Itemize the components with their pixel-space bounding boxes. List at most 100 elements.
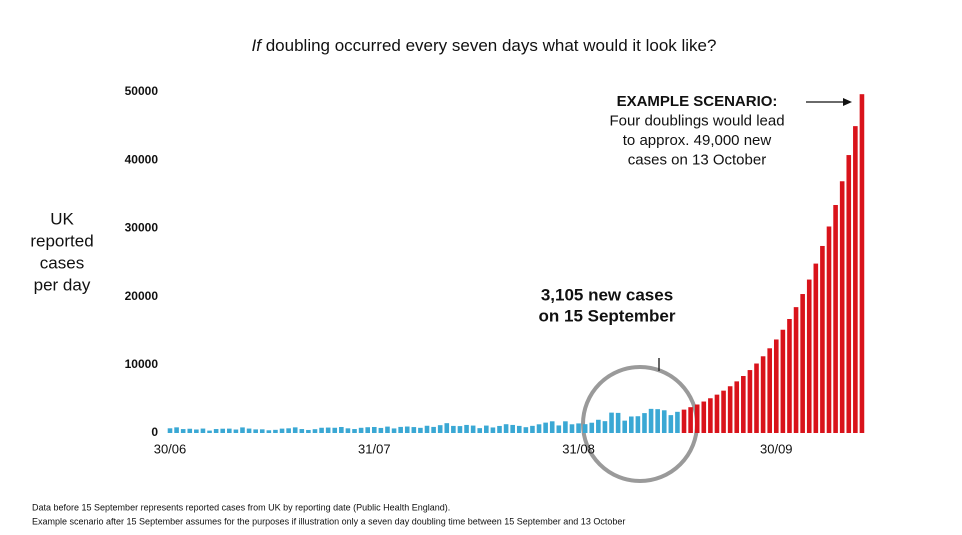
bar — [200, 428, 206, 433]
bar — [385, 426, 390, 433]
bar — [266, 430, 272, 433]
y-tick-label: 50000 — [125, 84, 159, 98]
bar — [292, 427, 298, 433]
bar — [312, 429, 318, 433]
bar — [523, 427, 529, 433]
bar — [773, 339, 779, 433]
x-tick-label: 30/06 — [154, 441, 187, 456]
bar — [279, 428, 285, 433]
bar — [404, 426, 410, 433]
bar — [609, 412, 614, 433]
y-tick-label: 20000 — [125, 289, 159, 303]
bar — [332, 427, 338, 433]
bar — [747, 370, 753, 433]
annotation: Four doublings would lead — [609, 112, 784, 129]
bar — [780, 329, 786, 433]
bar — [187, 428, 193, 433]
bar — [378, 427, 384, 433]
bar — [319, 427, 324, 433]
bar — [464, 424, 469, 433]
bar — [694, 404, 700, 433]
bar — [431, 426, 436, 433]
bar — [516, 425, 522, 433]
bar — [371, 426, 377, 433]
y-axis-label: per day — [34, 275, 91, 294]
bar — [582, 424, 588, 433]
bar — [174, 427, 179, 433]
bar — [806, 279, 812, 433]
bar — [668, 415, 674, 433]
bar — [240, 427, 245, 433]
bar — [352, 429, 357, 433]
bar — [398, 426, 403, 433]
bar — [787, 318, 792, 433]
bar — [839, 181, 845, 433]
bar — [661, 410, 667, 433]
bar — [615, 412, 621, 433]
bar — [424, 425, 430, 433]
y-axis-label: cases — [40, 253, 84, 272]
y-axis-label: reported — [30, 231, 93, 250]
bar — [253, 429, 258, 433]
bar — [813, 263, 819, 433]
y-tick-label: 30000 — [125, 221, 159, 235]
bar — [246, 428, 252, 433]
x-tick-label: 31/07 — [358, 441, 391, 456]
bar — [510, 424, 515, 433]
bar — [484, 425, 489, 433]
bar — [536, 424, 542, 433]
bar — [299, 429, 305, 433]
bar — [227, 428, 232, 433]
bar — [760, 356, 766, 433]
bar — [635, 416, 641, 433]
y-axis-label: UK — [50, 209, 74, 228]
bar — [675, 411, 680, 433]
bar — [477, 428, 483, 433]
bar — [853, 126, 858, 433]
bar — [793, 307, 799, 433]
bar — [543, 422, 548, 433]
bar — [589, 422, 595, 433]
bar — [569, 424, 575, 433]
bar — [563, 421, 568, 433]
title-text: doubling occurred every seven days what … — [266, 36, 717, 55]
annotation: on 15 September — [539, 306, 676, 325]
bar — [325, 427, 331, 433]
y-tick-label: 10000 — [125, 357, 159, 371]
bar — [846, 155, 852, 433]
bar — [859, 94, 865, 433]
bar — [220, 428, 226, 433]
x-tick-label: 31/08 — [562, 441, 595, 456]
bar — [826, 226, 832, 433]
bar — [437, 425, 443, 433]
bar — [576, 423, 581, 433]
bar — [451, 425, 456, 433]
bar — [648, 408, 654, 433]
bar — [345, 428, 351, 433]
bar — [629, 416, 634, 433]
bar — [207, 430, 212, 433]
bar — [490, 427, 496, 433]
bar — [530, 425, 535, 433]
bar — [470, 425, 476, 433]
bar — [457, 426, 463, 433]
title-emphasis: If — [252, 36, 264, 55]
bar — [286, 428, 291, 433]
bar — [418, 427, 423, 433]
bar — [259, 429, 265, 433]
bar — [358, 427, 364, 433]
bar — [180, 429, 186, 433]
bar — [767, 348, 772, 433]
bar — [339, 426, 344, 433]
bar — [194, 429, 199, 433]
bar — [549, 421, 555, 433]
bar — [556, 425, 562, 433]
bar — [622, 420, 628, 433]
arrowhead — [843, 98, 852, 106]
bar — [306, 429, 311, 433]
bar — [411, 427, 417, 433]
annotation: cases on 13 October — [628, 151, 766, 168]
bar — [167, 428, 173, 433]
bar — [701, 401, 707, 433]
